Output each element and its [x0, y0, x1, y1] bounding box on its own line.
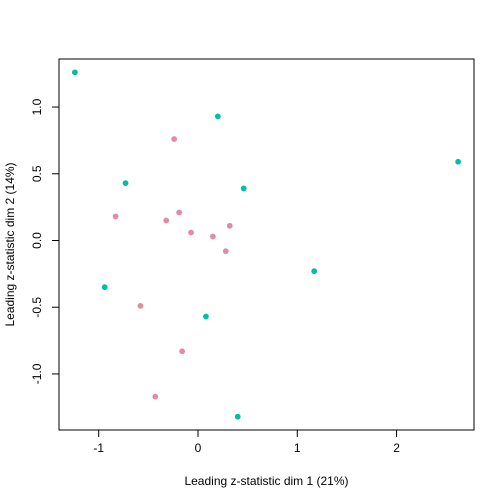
y-tick-label: 1.0 — [30, 98, 44, 115]
y-axis: -1.0 -0.5 0.0 0.5 1.0 — [30, 98, 60, 384]
data-point — [176, 209, 183, 216]
x-tick-label: 2 — [393, 441, 400, 455]
data-point — [203, 313, 209, 320]
x-tick-label: 1 — [294, 441, 301, 455]
scatter-points — [71, 69, 462, 420]
data-point — [311, 268, 318, 275]
data-point — [122, 180, 129, 187]
data-point — [112, 213, 119, 220]
data-point — [209, 233, 216, 240]
y-axis-label: Leading z-statistic dim 2 (14%) — [3, 162, 17, 326]
data-point — [163, 217, 170, 224]
x-axis: -1 0 1 2 — [93, 429, 400, 455]
data-point — [152, 393, 159, 400]
x-tick-label: 0 — [195, 441, 202, 455]
data-point — [222, 248, 229, 255]
data-point — [171, 136, 178, 142]
data-point — [137, 302, 144, 309]
data-point — [234, 413, 241, 420]
data-point — [179, 348, 186, 355]
x-axis-label: Leading z-statistic dim 1 (21%) — [184, 474, 348, 488]
x-tick-label: -1 — [93, 441, 104, 455]
data-point — [455, 158, 462, 165]
y-tick-label: 0.0 — [30, 232, 44, 249]
data-point — [240, 185, 247, 192]
y-tick-label: -1.0 — [30, 363, 44, 384]
data-point — [101, 284, 108, 291]
data-point — [226, 222, 233, 229]
data-point — [188, 229, 194, 236]
y-tick-label: -0.5 — [30, 297, 44, 318]
y-tick-label: 0.5 — [30, 165, 44, 182]
data-point — [71, 69, 78, 76]
data-point — [214, 113, 221, 120]
